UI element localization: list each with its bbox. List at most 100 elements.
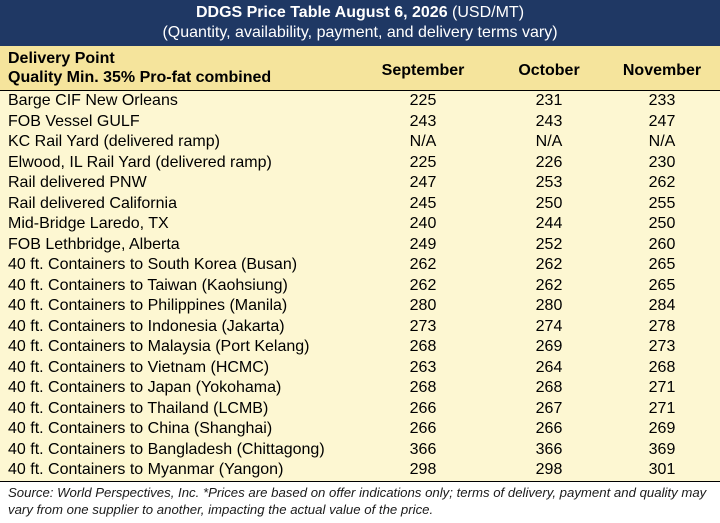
- november-price-cell: 265: [648, 256, 676, 273]
- october-price-cell: 366: [535, 440, 563, 458]
- september-price-cell: N/A: [409, 133, 437, 150]
- delivery-point-cell: Rail delivered PNW: [8, 174, 147, 191]
- september-price-cell: 225: [409, 92, 437, 109]
- delivery-point-cell: 40 ft. Containers to Taiwan (Kaohsiung): [8, 276, 288, 294]
- table-row: 40 ft. Containers to Myanmar (Yangon) 298…: [0, 460, 720, 481]
- october-price-cell: N/A: [535, 133, 563, 150]
- october-price-cell: 243: [535, 112, 563, 130]
- delivery-point-cell: KC Rail Yard (delivered ramp): [8, 133, 220, 150]
- september-price-cell: 262: [409, 276, 437, 294]
- october-price-cell: 262: [535, 256, 563, 273]
- table-row: 40 ft. Containers to China (Shanghai) 266…: [0, 419, 720, 440]
- october-price-cell: 280: [535, 297, 563, 314]
- september-price-cell: 298: [409, 461, 437, 478]
- table-row: 40 ft. Containers to Vietnam (HCMC) 263 26…: [0, 358, 720, 379]
- delivery-point-cell: 40 ft. Containers to Vietnam (HCMC): [8, 358, 270, 376]
- delivery-point-cell: Barge CIF New Orleans: [8, 92, 178, 109]
- october-price-cell: 269: [535, 338, 563, 355]
- table-row: Rail delivered California 245 250 255: [0, 194, 720, 215]
- table-subtitle: (Quantity, availability, payment, and de…: [162, 24, 558, 41]
- october-price-cell: 264: [535, 358, 563, 376]
- september-price-cell: 249: [409, 235, 437, 253]
- november-price-cell: 271: [648, 379, 676, 396]
- delivery-point-cell: Mid-Bridge Laredo, TX: [8, 215, 169, 232]
- title-banner: DDGS Price Table August 6, 2026 (USD/MT)…: [0, 0, 720, 46]
- september-price-cell: 266: [409, 420, 437, 437]
- september-price-cell: 262: [409, 256, 437, 273]
- november-price-cell: 269: [648, 420, 676, 437]
- footnote-text: Source: World Perspectives, Inc. *Prices…: [8, 485, 707, 517]
- november-price-cell: N/A: [648, 133, 676, 150]
- september-price-cell: 273: [409, 317, 437, 335]
- table-row: FOB Vessel GULF 243 243 247: [0, 112, 720, 133]
- delivery-point-cell: 40 ft. Containers to Japan (Yokohama): [8, 379, 282, 396]
- november-price-cell: 284: [648, 297, 676, 314]
- table-row: Rail delivered PNW 247 253 262: [0, 173, 720, 194]
- september-price-cell: 247: [409, 174, 437, 191]
- november-price-cell: 255: [648, 194, 676, 212]
- delivery-point-cell: 40 ft. Containers to Indonesia (Jakarta): [8, 317, 285, 335]
- october-price-cell: 226: [535, 153, 563, 171]
- column-header-september: September: [381, 62, 465, 79]
- delivery-point-cell: 40 ft. Containers to Malaysia (Port Kela…: [8, 338, 310, 355]
- november-price-cell: 271: [648, 399, 676, 417]
- delivery-point-label: Delivery Point: [8, 50, 115, 67]
- table-row: 40 ft. Containers to Malaysia (Port Kela…: [0, 337, 720, 358]
- table-row: Barge CIF New Orleans 225 231 233: [0, 91, 720, 112]
- column-header-november: November: [622, 62, 702, 79]
- delivery-point-cell: 40 ft. Containers to Thailand (LCMB): [8, 399, 269, 417]
- september-price-cell: 268: [409, 338, 437, 355]
- table-title: DDGS Price Table August 6, 2026 (USD/MT): [0, 3, 720, 23]
- table-title-units: (USD/MT): [447, 4, 525, 21]
- october-price-cell: 244: [535, 215, 563, 232]
- november-price-cell: 301: [648, 461, 676, 478]
- table-row: Mid-Bridge Laredo, TX 240 244 250: [0, 214, 720, 235]
- delivery-point-cell: 40 ft. Containers to South Korea (Busan): [8, 256, 298, 273]
- september-price-cell: 240: [409, 215, 437, 232]
- delivery-point-cell: FOB Lethbridge, Alberta: [8, 235, 180, 253]
- october-price-cell: 267: [535, 399, 563, 417]
- october-price-cell: 252: [535, 235, 563, 253]
- table-title-main: DDGS Price Table August 6, 2026: [195, 4, 448, 21]
- november-price-cell: 233: [648, 92, 676, 109]
- october-price-cell: 253: [535, 174, 563, 191]
- october-price-cell: 274: [535, 317, 563, 335]
- table-row: 40 ft. Containers to Thailand (LCMB) 266 2…: [0, 399, 720, 420]
- table-row: 40 ft. Containers to Bangladesh (Chittag…: [0, 440, 720, 461]
- table-row: 40 ft. Containers to Taiwan (Kaohsiung) 2…: [0, 276, 720, 297]
- quality-label: Quality Min. 35% Pro-fat combined: [8, 69, 272, 86]
- september-price-cell: 243: [409, 112, 437, 130]
- october-price-cell: 250: [535, 194, 563, 212]
- delivery-point-cell: 40 ft. Containers to Bangladesh (Chittag…: [8, 440, 325, 458]
- october-price-cell: 266: [535, 420, 563, 437]
- november-price-cell: 265: [648, 276, 676, 294]
- october-price-cell: 298: [535, 461, 563, 478]
- september-price-cell: 266: [409, 399, 437, 417]
- source-footnote: Source: World Perspectives, Inc. *Prices…: [0, 481, 720, 523]
- table-row: KC Rail Yard (delivered ramp) N/A N/A N/A: [0, 132, 720, 153]
- november-price-cell: 369: [648, 440, 676, 458]
- column-header-october: October: [518, 62, 580, 79]
- table-row: Elwood, IL Rail Yard (delivered ramp) 225…: [0, 153, 720, 174]
- delivery-point-cell: FOB Vessel GULF: [8, 112, 140, 130]
- october-price-cell: 262: [535, 276, 563, 294]
- november-price-cell: 250: [648, 215, 676, 232]
- table-row: 40 ft. Containers to Indonesia (Jakarta)…: [0, 317, 720, 338]
- november-price-cell: 273: [648, 338, 676, 355]
- october-price-cell: 268: [535, 379, 563, 396]
- september-price-cell: 366: [409, 440, 437, 458]
- november-price-cell: 262: [648, 174, 676, 191]
- september-price-cell: 245: [409, 194, 437, 212]
- delivery-point-cell: 40 ft. Containers to Myanmar (Yangon): [8, 461, 284, 478]
- table-row: 40 ft. Containers to South Korea (Busan)…: [0, 255, 720, 276]
- november-price-cell: 230: [648, 153, 676, 171]
- november-price-cell: 278: [648, 317, 676, 335]
- september-price-cell: 280: [409, 297, 437, 314]
- column-header-row: Delivery Point Quality Min. 35% Pro-fat …: [0, 46, 720, 91]
- september-price-cell: 268: [409, 379, 437, 396]
- table-row: 40 ft. Containers to Japan (Yokohama) 268…: [0, 378, 720, 399]
- november-price-cell: 260: [648, 235, 676, 253]
- september-price-cell: 263: [409, 358, 437, 376]
- september-price-cell: 225: [409, 153, 437, 171]
